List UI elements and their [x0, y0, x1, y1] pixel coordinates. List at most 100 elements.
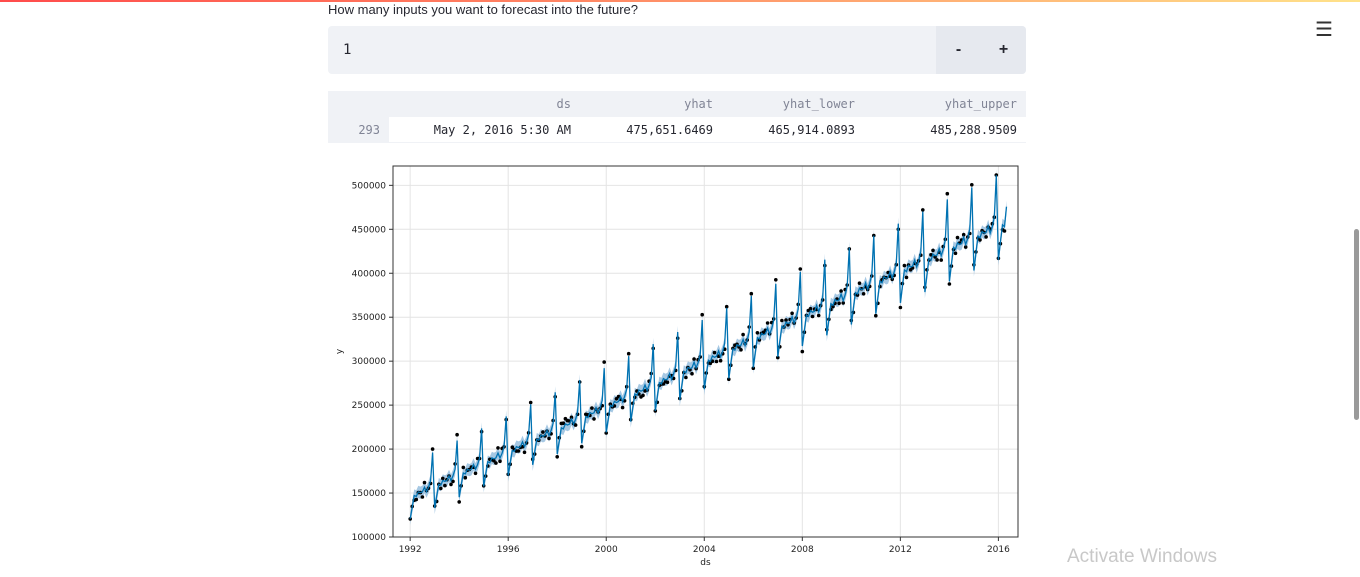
y-tick-labels: 100000 150000 200000 250000 300000 350000 4000… — [352, 181, 393, 543]
data-point — [561, 421, 566, 426]
data-point — [727, 377, 731, 381]
column-header-yhat: yhat — [684, 97, 713, 111]
column-header-ds: ds — [556, 97, 571, 111]
data-point — [780, 318, 784, 323]
data-point — [751, 366, 756, 370]
data-point — [573, 423, 578, 427]
x-tick-label: 2000 — [595, 545, 618, 555]
data-point — [741, 332, 745, 337]
data-point — [994, 173, 999, 177]
data-point — [810, 314, 815, 319]
data-point — [984, 235, 988, 239]
data-point — [457, 500, 461, 504]
y-tick-label: 300000 — [352, 357, 387, 367]
data-point — [955, 235, 960, 240]
forecast-periods-value[interactable]: 1 — [343, 42, 352, 58]
activate-windows-watermark: Activate Windows — [1067, 546, 1217, 567]
data-point — [700, 312, 704, 317]
data-point — [945, 191, 950, 196]
cell-yhat-upper: 485,288.9509 — [864, 117, 1026, 142]
decrement-button[interactable]: - — [955, 41, 962, 58]
data-point — [790, 311, 794, 316]
data-point — [902, 263, 907, 268]
x-tick-label: 2004 — [693, 545, 716, 555]
data-point — [1002, 229, 1007, 233]
data-point — [461, 465, 466, 470]
y-tick-label: 400000 — [352, 269, 387, 279]
y-axis-label: y — [335, 348, 345, 354]
y-tick-label: 150000 — [352, 489, 387, 499]
data-point — [755, 331, 760, 335]
x-tick-label: 2008 — [791, 545, 814, 555]
table-row: 293 May 2, 2016 5:30 AM 475,651.6469 465… — [328, 117, 1026, 142]
increment-button[interactable]: + — [998, 41, 1009, 58]
forecast-chart: 1992 1996 2000 2004 2008 2012 2016 100000 15000… — [335, 165, 1019, 568]
data-point — [516, 449, 521, 453]
data-point — [690, 371, 694, 376]
data-point — [947, 282, 952, 286]
data-point — [798, 267, 803, 271]
data-point — [422, 480, 427, 485]
y-tick-label: 450000 — [352, 225, 387, 235]
data-point — [724, 304, 729, 309]
chart-gridlines — [393, 166, 1018, 538]
data-point — [898, 305, 903, 310]
data-point — [496, 446, 500, 450]
data-point — [921, 208, 925, 212]
data-point — [430, 447, 435, 451]
cell-yhat-lower: 465,914.0893 — [722, 117, 864, 142]
data-point — [455, 432, 459, 437]
data-point — [714, 359, 719, 364]
y-tick-label: 200000 — [352, 445, 387, 455]
data-point — [800, 349, 805, 354]
forecast-dataframe[interactable]: ds yhat yhat_lower yhat_upper 293 May 2,… — [328, 91, 1026, 143]
data-point — [555, 455, 559, 459]
x-tick-label: 1992 — [399, 545, 422, 555]
x-axis-label: ds — [700, 558, 711, 568]
data-point — [841, 301, 845, 305]
data-point — [528, 400, 533, 405]
data-point — [776, 355, 780, 360]
data-point — [970, 183, 974, 187]
data-point — [541, 430, 545, 434]
data-point — [961, 232, 966, 237]
data-point — [857, 281, 862, 285]
stepper-buttons: - + — [936, 26, 1026, 74]
data-point — [653, 409, 658, 413]
data-point — [441, 476, 445, 481]
data-point — [522, 450, 527, 455]
data-point — [473, 471, 478, 476]
data-point — [684, 375, 688, 380]
row-index: 293 — [328, 117, 389, 142]
y-tick-label: 250000 — [352, 401, 387, 411]
data-point — [978, 238, 982, 242]
hamburger-menu-icon[interactable]: ☰ — [1315, 18, 1333, 41]
data-point — [861, 292, 866, 296]
data-point — [641, 393, 645, 398]
data-point — [855, 293, 860, 297]
data-point — [786, 323, 790, 327]
data-point — [874, 313, 878, 318]
page-scrollbar[interactable] — [1354, 229, 1359, 420]
forecast-periods-input[interactable]: 1 - + — [328, 26, 1026, 74]
y-tick-label: 500000 — [352, 181, 387, 191]
x-tick-label: 2012 — [889, 545, 912, 555]
data-point — [494, 461, 498, 465]
x-tick-label: 1996 — [497, 545, 520, 555]
data-point — [449, 482, 453, 487]
data-point — [739, 348, 743, 352]
table-header-row: ds yhat yhat_lower yhat_upper — [328, 91, 1026, 117]
data-point — [602, 360, 606, 364]
column-header-yhat-lower: yhat_lower — [782, 97, 855, 111]
data-point — [904, 275, 909, 280]
data-point — [661, 382, 666, 386]
column-header-yhat-upper: yhat_upper — [944, 97, 1017, 111]
data-point — [547, 436, 551, 441]
data-point — [626, 351, 631, 356]
data-point — [712, 350, 717, 355]
data-point — [953, 251, 958, 256]
data-point — [749, 291, 754, 296]
data-point — [579, 444, 584, 449]
data-point — [492, 458, 496, 463]
data-point — [774, 278, 778, 282]
